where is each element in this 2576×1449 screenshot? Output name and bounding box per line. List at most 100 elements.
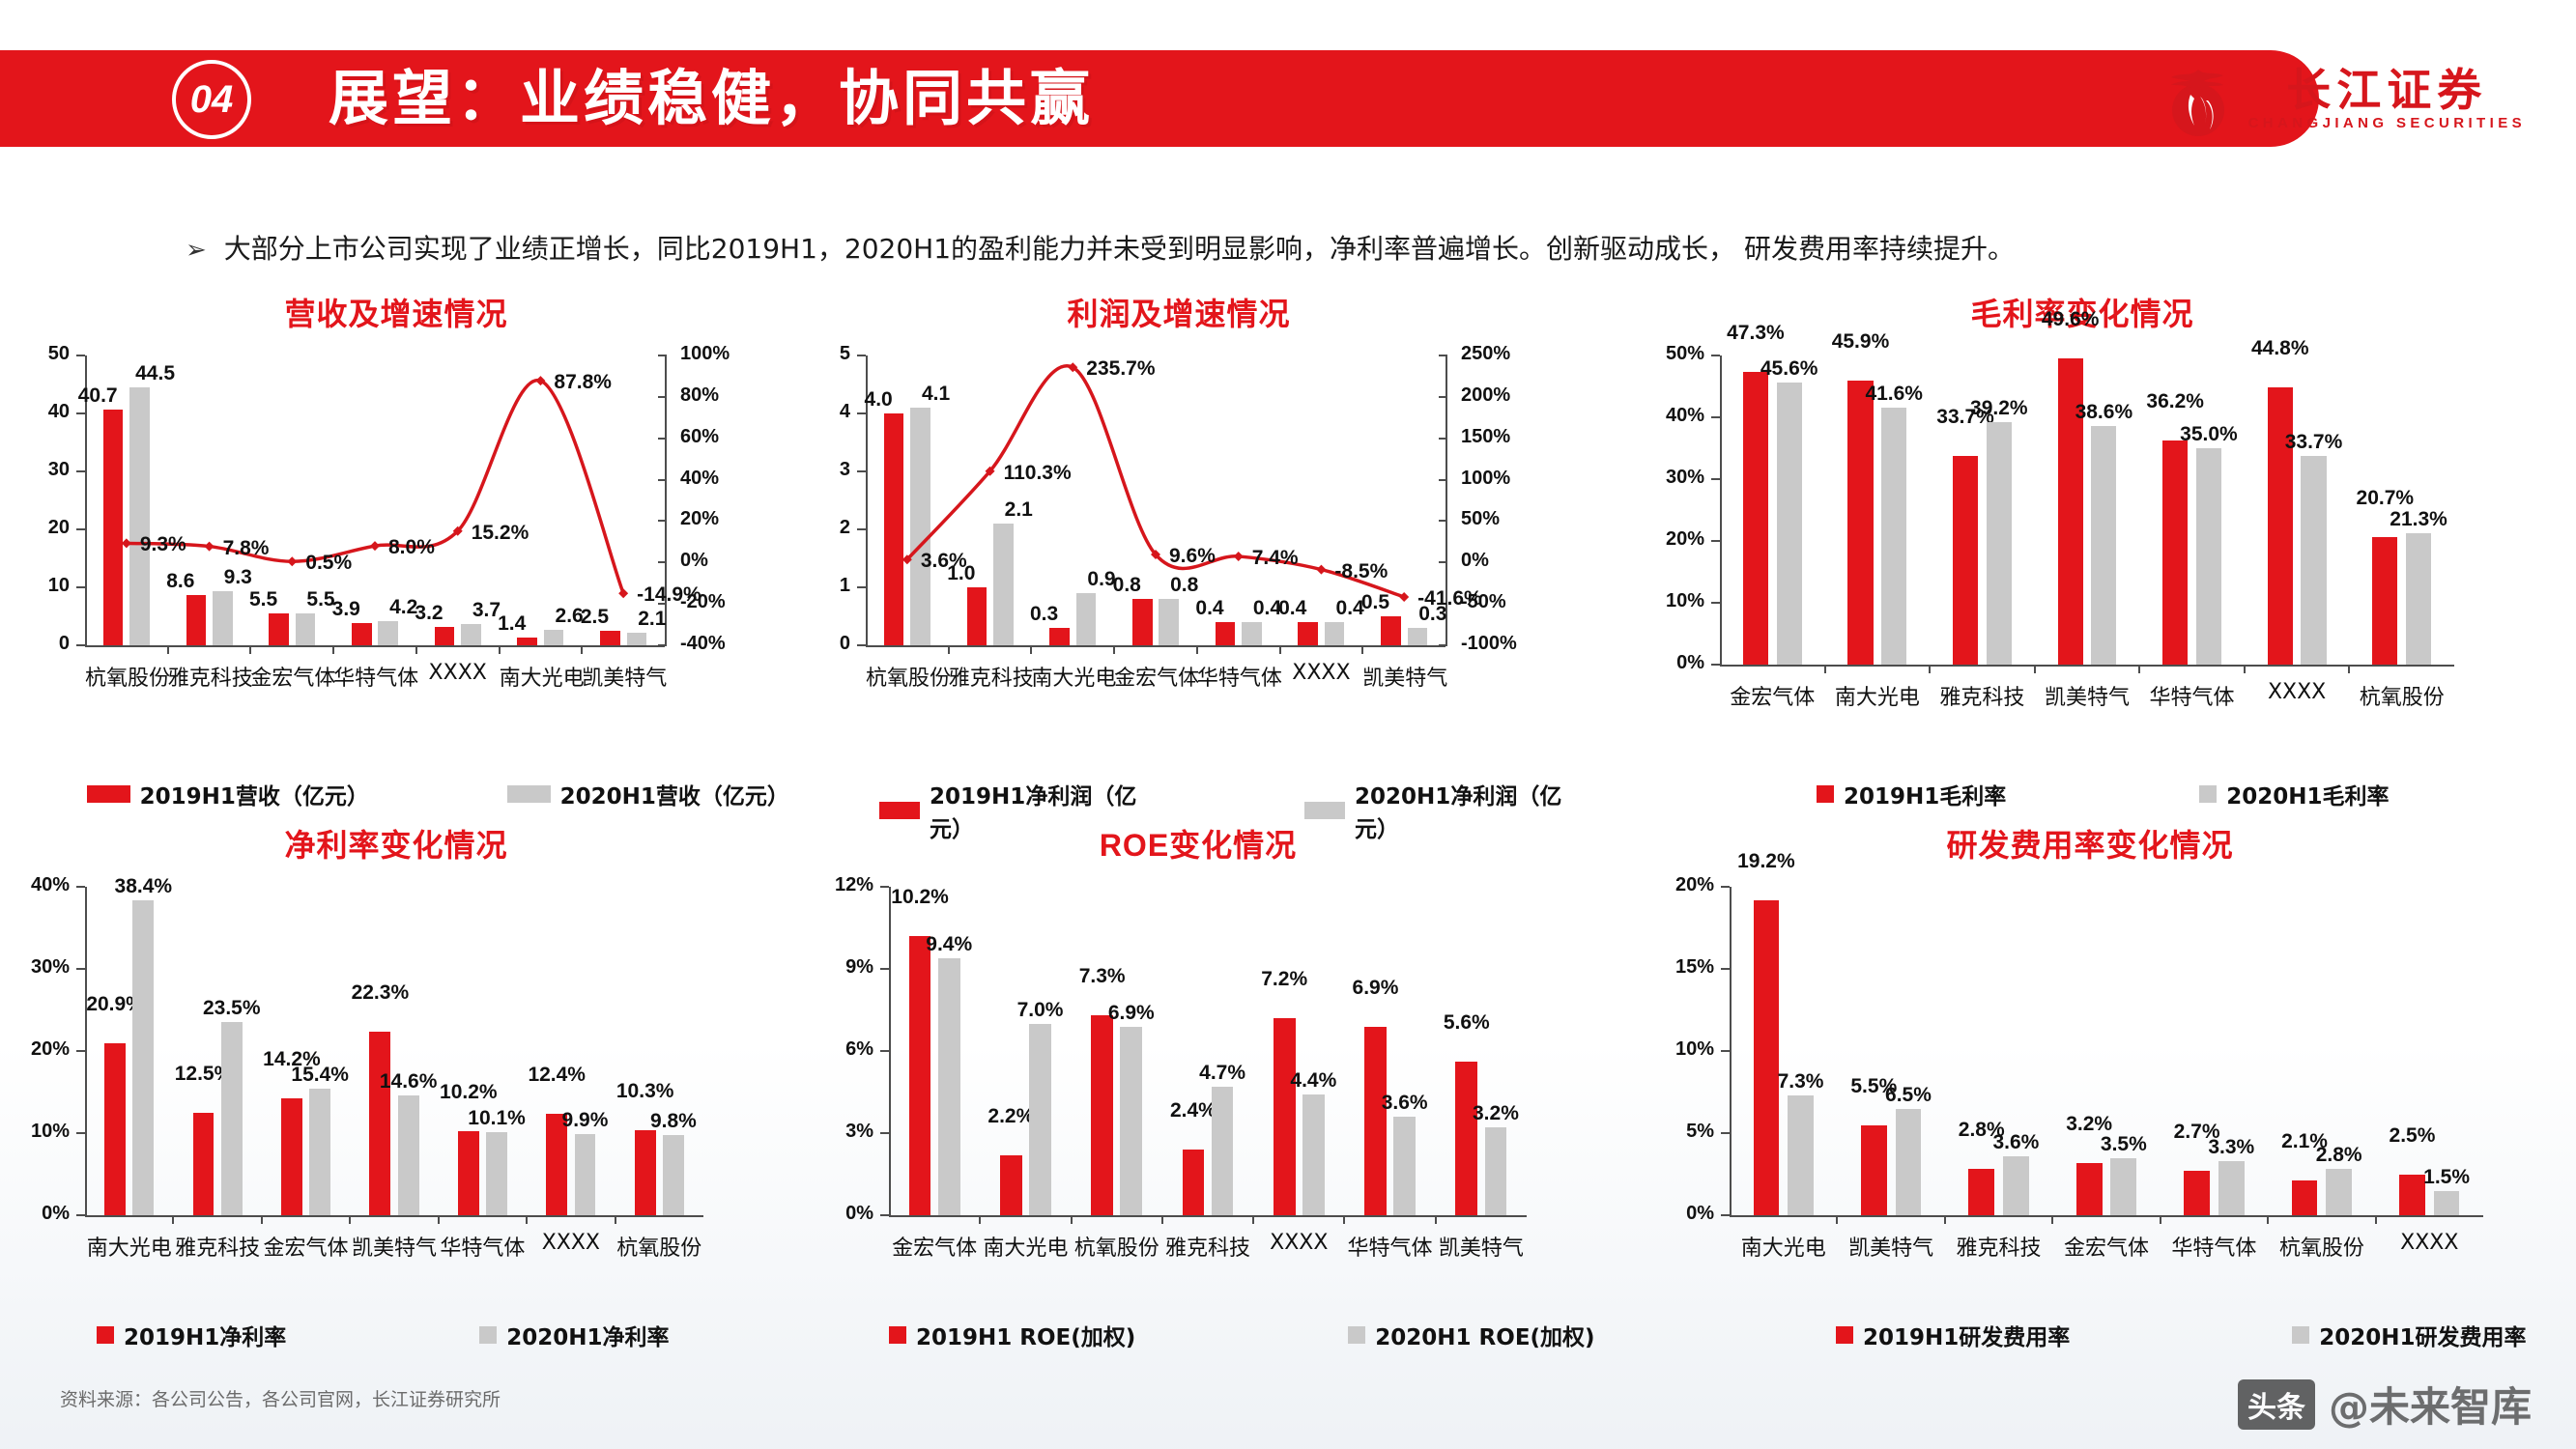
growth-rate-label: 7.8% [222, 536, 270, 559]
bar-2019h1 [966, 587, 987, 645]
legend-swatch-icon [2292, 1326, 2310, 1344]
growth-rate-line [902, 362, 1410, 602]
x-category-label: 华特气体 [333, 667, 419, 691]
legend-swatch-icon [879, 802, 921, 819]
bar-value-label: 0.8 [1112, 574, 1141, 596]
chart-legend: 2019H1 ROE(加权) 2020H1 ROE(加权) [889, 1319, 1595, 1351]
y-tick-right [658, 644, 667, 646]
bar-2020h1 [378, 620, 398, 645]
bar-2020h1 [461, 623, 481, 645]
legend-item[interactable]: 2019H1毛利率 [1817, 778, 2006, 810]
bar-value-label: 36.2% [2146, 390, 2204, 413]
y-tick-label: 0% [1676, 652, 1704, 673]
bar-2019h1 [2075, 1162, 2103, 1215]
x-tick [1278, 645, 1281, 654]
bar-2019h1 [546, 1113, 568, 1215]
plot-area: 0 1 2 3 4 5 -100% -50% 0% 50% 100% 150% 200% 250% 4.0 4… [840, 343, 1517, 691]
y-tick-right-label: 150% [1461, 425, 1511, 447]
bar-value-label: 0.4 [1335, 597, 1364, 619]
bar-value-label: 6.9% [1107, 1001, 1155, 1024]
phoenix-logo-icon [2161, 56, 2235, 139]
legend-label: 2019H1营收（亿元） [139, 784, 369, 810]
bar-value-label: 3.7 [472, 598, 501, 621]
bar-2020h1 [129, 387, 150, 645]
legend-swatch-icon [97, 1326, 114, 1344]
x-axis [85, 1215, 703, 1217]
bar-value-label: 8.6 [166, 570, 195, 593]
legend-item[interactable]: 2019H1净利润（亿元） [879, 778, 1159, 843]
bar-value-label: 14.6% [379, 1069, 438, 1093]
bar-value-label: 3.2 [415, 601, 444, 624]
bar-2020h1 [1986, 422, 2012, 665]
bar-value-label: 33.7% [1936, 406, 1994, 429]
bar-value-label: 12.4% [528, 1063, 586, 1086]
x-tick [249, 645, 252, 654]
bar-2020h1 [1242, 622, 1262, 645]
bar-value-label: 1.4 [498, 611, 527, 635]
chart-revenue: 营收及增速情况 0 10 20 30 40 50 -40% -20% 0% 20% 40% 60% 80%… [10, 290, 789, 810]
growth-rate-label: 110.3% [1003, 461, 1072, 484]
bar-2019h1 [2372, 536, 2398, 665]
x-category-label: XXXX [1270, 1231, 1329, 1255]
bar-value-label: 3.5% [2100, 1132, 2147, 1155]
bar-value-label: 5.6% [1443, 1011, 1490, 1035]
y-tick-right [658, 478, 667, 481]
changjiang-securities-logo: 长江证券 CHANGJIANG SECURITIES [2161, 56, 2526, 139]
bar-value-label: 4.0 [864, 388, 893, 411]
legend-item[interactable]: 2019H1净利率 [97, 1319, 286, 1351]
legend-item[interactable]: 2019H1营收（亿元） [87, 778, 369, 810]
y-tick-right [658, 437, 667, 440]
x-category-label: 雅克科技 [1956, 1236, 2042, 1261]
x-category-label: 南大光电 [499, 667, 585, 691]
chart-legend: 2019H1营收（亿元） 2020H1营收（亿元） [87, 778, 789, 810]
section-number-badge: 04 [172, 60, 251, 139]
legend-label: 2020H1净利润（亿元） [1355, 784, 1562, 842]
page-title: 展望：业绩稳健，协同共赢 [329, 66, 1095, 132]
y-tick [76, 412, 85, 414]
legend-item[interactable]: 2020H1营收（亿元） [507, 778, 789, 810]
legend-item[interactable]: 2020H1毛利率 [2199, 778, 2390, 810]
y-tick-right-label: -20% [680, 591, 726, 613]
x-category-label: XXXX [428, 661, 487, 685]
x-tick [2348, 665, 2351, 673]
bar-2020h1 [2091, 425, 2117, 665]
legend-item[interactable]: 2020H1净利率 [479, 1319, 670, 1351]
bar-2020h1 [1895, 1108, 1922, 1215]
bar-2019h1 [883, 413, 904, 645]
x-tick [1343, 1215, 1346, 1224]
bar-value-label: 7.0% [1016, 998, 1064, 1021]
y-tick-right-label: -40% [680, 633, 726, 654]
x-category-label: 雅克科技 [948, 667, 1034, 691]
summary-bullet: ➢ 大部分上市公司实现了业绩正增长，同比2019H1，2020H1的盈利能力并未… [186, 230, 2524, 269]
chart-legend: 2019H1净利润（亿元） 2020H1净利润（亿元） [879, 778, 1585, 843]
bar-2019h1 [634, 1130, 656, 1215]
bar-2020h1 [1120, 1026, 1143, 1215]
bar-value-label: 23.5% [202, 997, 261, 1020]
x-category-label: 雅克科技 [1164, 1236, 1250, 1261]
bar-value-label: 0.4 [1278, 597, 1307, 619]
y-tick [76, 355, 85, 356]
slide-header: 04 展望：业绩稳健，协同共赢 长江证券 CHANGJIANG SECURITI… [0, 50, 2576, 147]
x-category-label: 凯美特气 [582, 667, 668, 691]
x-tick [415, 645, 417, 654]
bar-value-label: 5.5 [306, 588, 335, 611]
y-tick-label: 40% [30, 874, 70, 895]
y-tick-label: 12% [834, 874, 873, 895]
bar-2020h1 [220, 1022, 243, 1215]
legend-swatch-icon [1348, 1326, 1366, 1344]
legend-item[interactable]: 2020H1 ROE(加权) [1348, 1319, 1595, 1351]
legend-item[interactable]: 2019H1 ROE(加权) [889, 1319, 1135, 1351]
y-tick-right [1439, 395, 1447, 398]
y-axis-left [85, 355, 87, 645]
legend-item[interactable]: 2020H1研发费用率 [2292, 1319, 2527, 1351]
y-tick-right [1439, 437, 1447, 440]
bar-2020h1 [2301, 456, 2327, 665]
bar-value-label: 5.5% [1850, 1074, 1898, 1097]
bar-value-label: 3.9 [331, 597, 360, 620]
legend-item[interactable]: 2020H1净利润（亿元） [1304, 778, 1585, 843]
bar-2019h1 [517, 637, 537, 645]
plot-area: 0% 10% 20% 30% 40% 50% 47.3% 45.6% 金宏气体 45.9% 41.6… [1666, 308, 2454, 710]
bar-2020h1 [1407, 628, 1428, 645]
legend-item[interactable]: 2019H1研发费用率 [1836, 1319, 2070, 1351]
y-tick [880, 1132, 889, 1134]
